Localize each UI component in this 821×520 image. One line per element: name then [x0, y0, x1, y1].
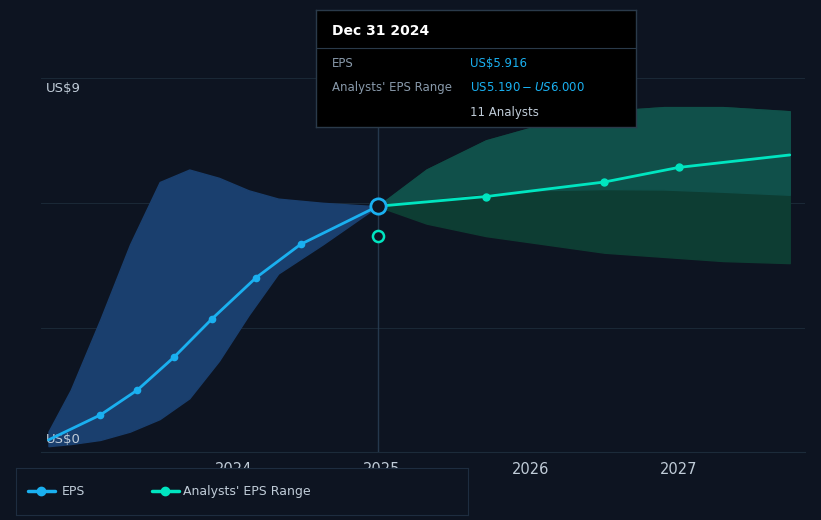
Text: Analysts' EPS Range: Analysts' EPS Range: [332, 81, 452, 94]
Text: Dec 31 2024: Dec 31 2024: [332, 24, 429, 38]
Text: Actual: Actual: [333, 90, 372, 103]
Text: US$9: US$9: [45, 82, 80, 95]
Text: US$0: US$0: [45, 433, 80, 446]
Text: US$5.190 - US$6.000: US$5.190 - US$6.000: [470, 81, 585, 94]
Text: US$5.916: US$5.916: [470, 57, 527, 70]
Text: 11 Analysts: 11 Analysts: [470, 106, 539, 119]
Text: Analysts Forecasts: Analysts Forecasts: [387, 90, 503, 103]
Text: Analysts' EPS Range: Analysts' EPS Range: [184, 485, 311, 498]
Text: EPS: EPS: [332, 57, 354, 70]
Text: EPS: EPS: [62, 485, 85, 498]
